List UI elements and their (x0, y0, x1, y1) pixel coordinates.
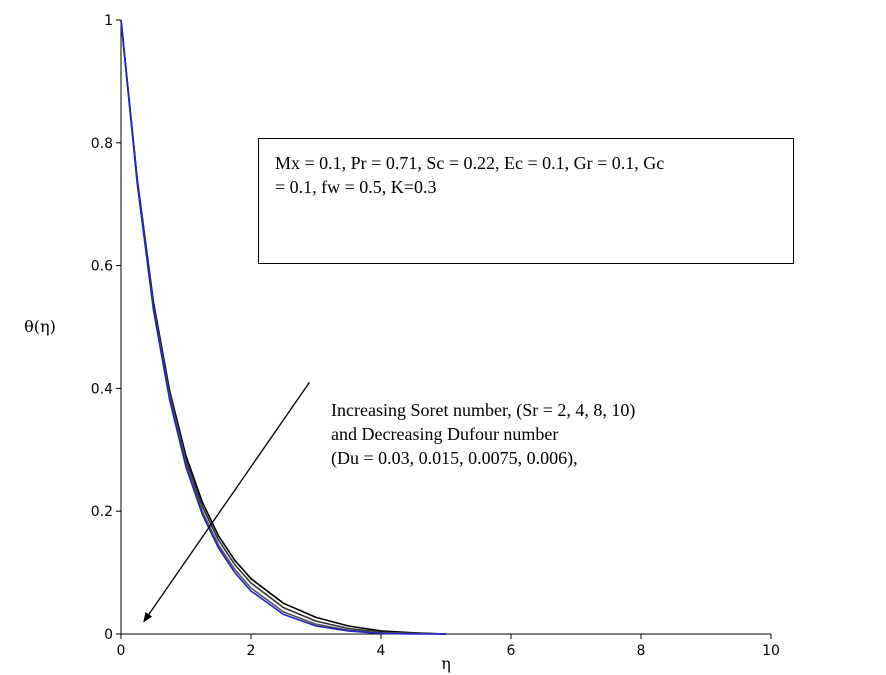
x-tick-label: 4 (377, 643, 386, 659)
y-axis-label: θ(η) (24, 317, 56, 336)
annotation-line: and Decreasing Dufour number (331, 424, 559, 444)
x-axis-label: η (441, 654, 451, 673)
series-line-3 (120, 19, 447, 635)
x-tick-label: 10 (762, 643, 780, 659)
y-tick-label: 0.8 (91, 136, 113, 152)
series-line-1 (120, 19, 447, 635)
annotation-line: Increasing Soret number, (Sr = 2, 4, 8, … (331, 400, 636, 420)
y-tick-label: 1 (104, 13, 113, 29)
parameter-line: Mx = 0.1, Pr = 0.71, Sc = 0.22, Ec = 0.1… (275, 153, 665, 173)
annotation-line: (Du = 0.03, 0.015, 0.0075, 0.006), (331, 448, 578, 468)
parameter-line: = 0.1, fw = 0.5, K=0.3 (275, 177, 437, 197)
y-tick-label: 0 (104, 627, 113, 643)
y-tick-label: 0.2 (91, 504, 113, 520)
x-tick-label: 0 (117, 643, 126, 659)
x-tick-label: 6 (507, 643, 516, 659)
x-tick-label: 8 (637, 643, 646, 659)
trend-arrow (143, 381, 311, 623)
y-tick-label: 0.6 (91, 259, 113, 275)
trend-annotation: Increasing Soret number, (Sr = 2, 4, 8, … (331, 398, 771, 470)
parameter-box: Mx = 0.1, Pr = 0.71, Sc = 0.22, Ec = 0.1… (258, 138, 794, 264)
y-tick-label: 0.4 (91, 381, 113, 397)
x-tick-label: 2 (247, 643, 256, 659)
series-line-2 (120, 19, 447, 635)
series-line-4 (120, 19, 446, 635)
